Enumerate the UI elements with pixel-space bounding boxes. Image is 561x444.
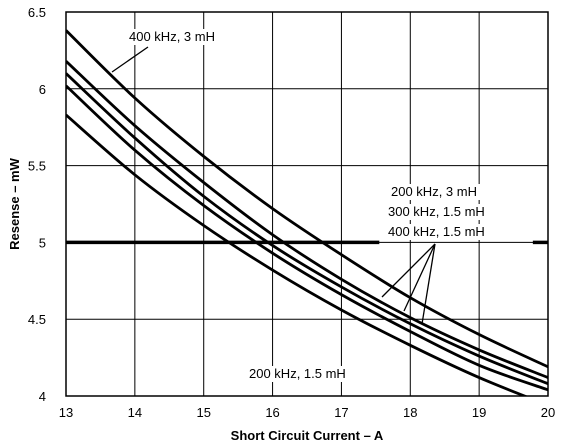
x-tick-label: 14: [128, 405, 142, 420]
x-tick-label: 19: [472, 405, 486, 420]
series-line: [66, 60, 548, 379]
annotation-background: [385, 224, 488, 240]
annotation-background: [385, 204, 488, 220]
y-tick-label: 5: [39, 235, 46, 250]
x-tick-label: 13: [59, 405, 73, 420]
series-annotation: 400 kHz, 3 mH: [129, 29, 215, 44]
annotation-leader: [421, 243, 436, 325]
y-tick-label: 5.5: [28, 159, 46, 174]
series-annotation: 200 kHz, 1.5 mH: [249, 366, 346, 381]
x-tick-label: 20: [541, 405, 555, 420]
y-tick-label: 4: [39, 389, 46, 404]
x-tick-label: 16: [265, 405, 279, 420]
series-line: [66, 72, 548, 386]
annotation-background: [246, 366, 349, 382]
y-tick-label: 6.5: [28, 5, 46, 20]
annotation-leader: [381, 243, 436, 298]
x-axis-label: Short Circuit Current – A: [231, 428, 384, 443]
series-annotation: 200 kHz, 3 mH: [391, 184, 477, 199]
x-tick-label: 15: [196, 405, 210, 420]
annotation-background: [388, 184, 480, 200]
annotations-group: 400 kHz, 3 mH 200 kHz, 3 mH 300 kHz, 1.5 m…: [111, 29, 488, 382]
series-line: [66, 84, 548, 392]
y-axis-label: Resense – mW: [7, 157, 22, 249]
series-line: [66, 29, 548, 369]
x-tick-label: 17: [334, 405, 348, 420]
series-line: [66, 113, 529, 396]
y-tick-label: 6: [39, 82, 46, 97]
x-tick-label: 18: [403, 405, 417, 420]
annotation-leader: [403, 243, 436, 312]
curves-group: [66, 29, 548, 396]
series-annotation: 400 kHz, 1.5 mH: [388, 224, 485, 239]
y-tick-label: 4.5: [28, 312, 46, 327]
plot-frame: [65, 11, 549, 397]
annotation-background: [126, 29, 218, 45]
series-annotation: 300 kHz, 1.5 mH: [388, 204, 485, 219]
annotation-leader: [111, 46, 149, 73]
tick-labels: 13 14 15 16 17 18 19 20 4 4.5 5 5.5 6 6.5: [28, 5, 555, 420]
